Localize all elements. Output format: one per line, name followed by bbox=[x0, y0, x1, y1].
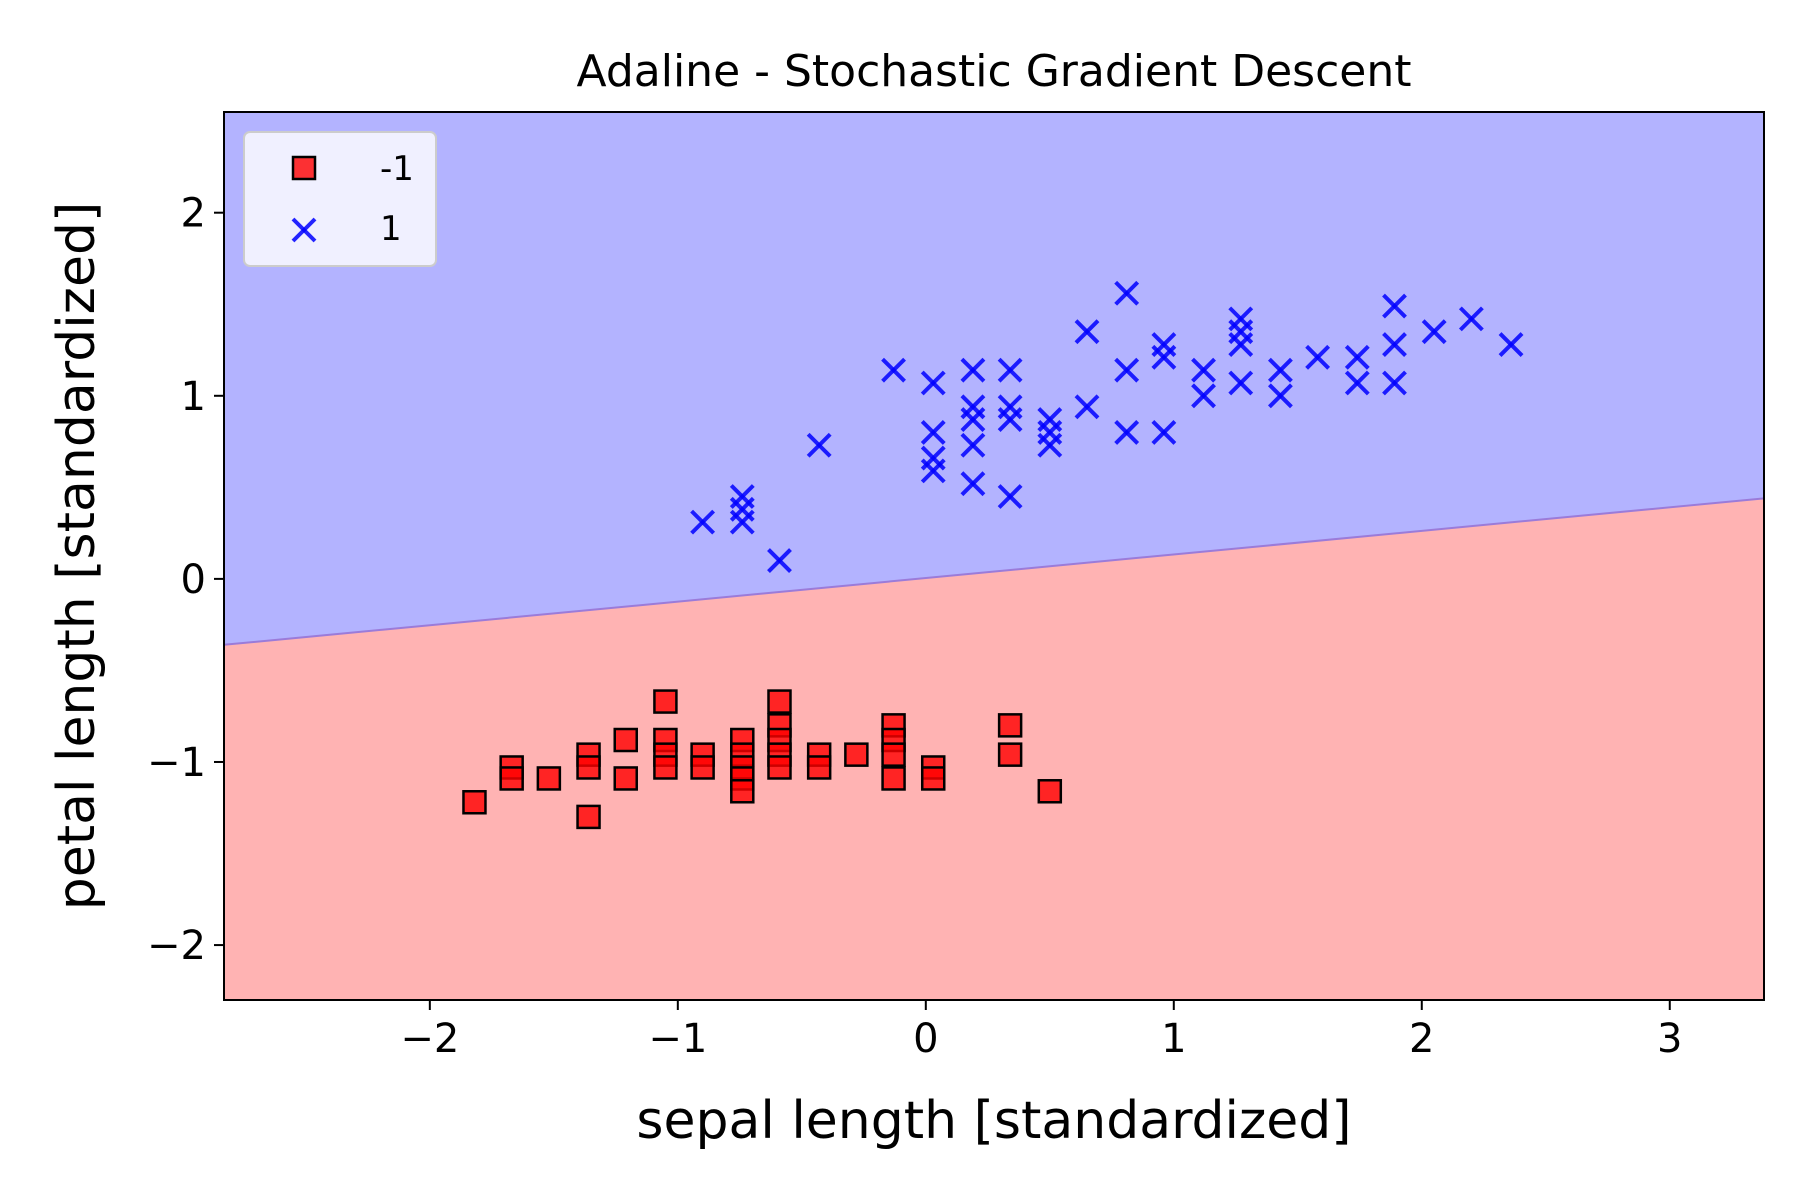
data-point-x bbox=[1191, 383, 1216, 409]
data-point-x bbox=[1074, 319, 1100, 345]
data-point-x bbox=[960, 471, 986, 497]
data-point-x bbox=[1151, 332, 1177, 357]
data-point-x bbox=[1151, 419, 1177, 445]
data-point-square bbox=[1037, 779, 1063, 804]
data-point-x bbox=[1228, 370, 1254, 396]
data-point-x bbox=[1074, 394, 1100, 420]
data-point-square bbox=[613, 727, 638, 753]
data-point-x bbox=[960, 357, 986, 383]
decision-boundary-line bbox=[224, 497, 1764, 646]
data-point-x bbox=[1498, 332, 1524, 357]
data-point-x bbox=[920, 419, 946, 445]
data-point-x bbox=[729, 484, 755, 509]
decision-region-class-1 bbox=[224, 112, 1764, 645]
data-point-x bbox=[881, 357, 906, 383]
data-point-x bbox=[920, 370, 946, 396]
x-tick-label: −2 bbox=[400, 1016, 459, 1062]
data-point-x bbox=[997, 357, 1023, 383]
y-axis-ticks: −2 −1 0 1 2 bbox=[147, 191, 224, 969]
legend-label-neg1: -1 bbox=[380, 149, 414, 189]
data-point-x bbox=[1268, 383, 1293, 409]
data-point-x bbox=[1191, 357, 1216, 383]
data-point-x bbox=[1305, 344, 1331, 370]
y-tick-label: −2 bbox=[147, 923, 206, 969]
data-point-x bbox=[997, 484, 1023, 509]
data-point-x bbox=[920, 445, 946, 471]
x-tick-label: 2 bbox=[1409, 1016, 1434, 1062]
y-tick-label: 2 bbox=[181, 191, 206, 237]
data-point-x bbox=[1228, 306, 1254, 332]
x-tick-label: −1 bbox=[648, 1016, 707, 1062]
chart-title: Adaline - Stochastic Gradient Descent bbox=[577, 46, 1412, 97]
data-point-x bbox=[1268, 357, 1293, 383]
data-point-x bbox=[1344, 344, 1370, 370]
data-point-x bbox=[1114, 357, 1140, 383]
data-point-square bbox=[881, 742, 906, 767]
data-point-square bbox=[767, 755, 792, 780]
data-point-x bbox=[1382, 370, 1407, 396]
data-point-x bbox=[1382, 332, 1407, 357]
data-point-x bbox=[690, 509, 716, 535]
data-point-square bbox=[920, 766, 946, 791]
y-tick-label: 0 bbox=[181, 557, 206, 603]
data-point-square bbox=[767, 689, 792, 714]
plot-frame bbox=[223, 111, 1765, 1001]
data-point-x bbox=[960, 432, 986, 458]
y-tick-label: −1 bbox=[147, 740, 206, 786]
data-point-square bbox=[653, 689, 678, 714]
data-point-x bbox=[767, 548, 792, 573]
x-axis-label: sepal length [standardized] bbox=[636, 1091, 1351, 1151]
data-point-x bbox=[1114, 280, 1140, 306]
legend-marker-x bbox=[291, 217, 317, 243]
data-point-square bbox=[997, 713, 1023, 738]
data-point-x bbox=[1421, 319, 1447, 345]
y-axis-label: petal length [standardized] bbox=[47, 202, 107, 910]
data-point-x bbox=[1344, 370, 1370, 396]
data-point-square bbox=[806, 755, 832, 780]
x-tick-label: 1 bbox=[1161, 1016, 1186, 1062]
data-point-square bbox=[653, 755, 678, 780]
data-point-x bbox=[1114, 419, 1140, 445]
data-point-x bbox=[997, 394, 1023, 420]
data-point-x bbox=[1037, 407, 1063, 433]
data-point-square bbox=[462, 790, 487, 815]
data-point-square bbox=[499, 766, 524, 791]
data-point-x bbox=[1382, 293, 1407, 319]
legend: -1 1 bbox=[243, 131, 437, 267]
data-point-square bbox=[844, 742, 869, 767]
decision-region-class-neg1 bbox=[224, 498, 1764, 1000]
data-point-square bbox=[536, 766, 562, 791]
data-point-square bbox=[730, 779, 755, 804]
data-point-x bbox=[960, 394, 986, 420]
data-point-square bbox=[997, 742, 1023, 767]
data-point-x bbox=[1458, 306, 1484, 332]
x-axis-ticks: −2 −1 0 1 2 3 bbox=[400, 1000, 1682, 1062]
series-1-markers bbox=[690, 280, 1524, 573]
data-point-square bbox=[576, 804, 601, 830]
data-point-square bbox=[576, 755, 601, 780]
series-neg1-markers bbox=[462, 689, 1063, 830]
legend-label-1: 1 bbox=[380, 209, 402, 249]
y-tick-label: 1 bbox=[181, 374, 206, 420]
data-point-x bbox=[806, 432, 832, 458]
x-tick-label: 3 bbox=[1657, 1016, 1682, 1062]
legend-x-icon bbox=[291, 217, 317, 243]
plot-area bbox=[224, 112, 1764, 1000]
data-point-square bbox=[613, 766, 638, 791]
data-point-square bbox=[690, 755, 715, 780]
x-tick-label: 0 bbox=[913, 1016, 938, 1062]
legend-square-icon bbox=[291, 155, 317, 181]
data-point-square bbox=[881, 766, 906, 791]
legend-marker-square bbox=[291, 155, 317, 181]
